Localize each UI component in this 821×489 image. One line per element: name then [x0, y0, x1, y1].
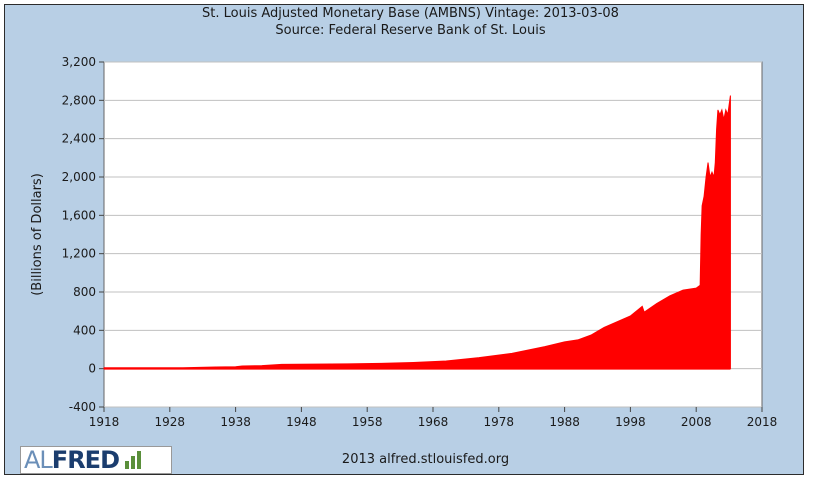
x-tick-label: 1918	[89, 415, 120, 429]
y-tick-label: 1,600	[62, 208, 96, 222]
chart-subtitle: Source: Federal Reserve Bank of St. Loui…	[275, 23, 546, 38]
x-tick-label: 1998	[615, 415, 646, 429]
chart-title: St. Louis Adjusted Monetary Base (AMBNS)…	[202, 6, 619, 21]
x-tick-label: 2008	[681, 415, 712, 429]
logo-al-text: AL	[24, 446, 53, 474]
y-tick-label: 3,200	[62, 55, 96, 69]
y-tick-label: 2,800	[62, 93, 96, 107]
y-tick-label: 800	[73, 285, 96, 299]
y-tick-label: 0	[88, 362, 96, 376]
credit-link[interactable]: 2013 alfred.stlouisfed.org	[341, 452, 510, 467]
x-tick-label: 1958	[352, 415, 383, 429]
x-tick-label: 1938	[220, 415, 251, 429]
series-area	[103, 95, 731, 370]
logo-fred-text: FRED	[51, 446, 120, 474]
y-axis-label: (Billions of Dollars)	[30, 173, 45, 296]
x-tick-label: 1968	[418, 415, 449, 429]
bar-chart-icon	[125, 451, 141, 469]
x-tick-label: 1978	[484, 415, 515, 429]
y-tick-label: 1,200	[62, 247, 96, 261]
y-tick-label: 2,000	[62, 170, 96, 184]
x-tick-label: 1988	[549, 415, 580, 429]
x-tick-label: 1948	[286, 415, 317, 429]
y-tick-label: -400	[69, 400, 96, 414]
x-tick-label: 1928	[155, 415, 186, 429]
y-tick-label: 400	[73, 323, 96, 337]
alfred-logo[interactable]: AL FRED	[20, 446, 172, 474]
x-tick-label: 2018	[747, 415, 778, 429]
y-tick-label: 2,400	[62, 132, 96, 146]
